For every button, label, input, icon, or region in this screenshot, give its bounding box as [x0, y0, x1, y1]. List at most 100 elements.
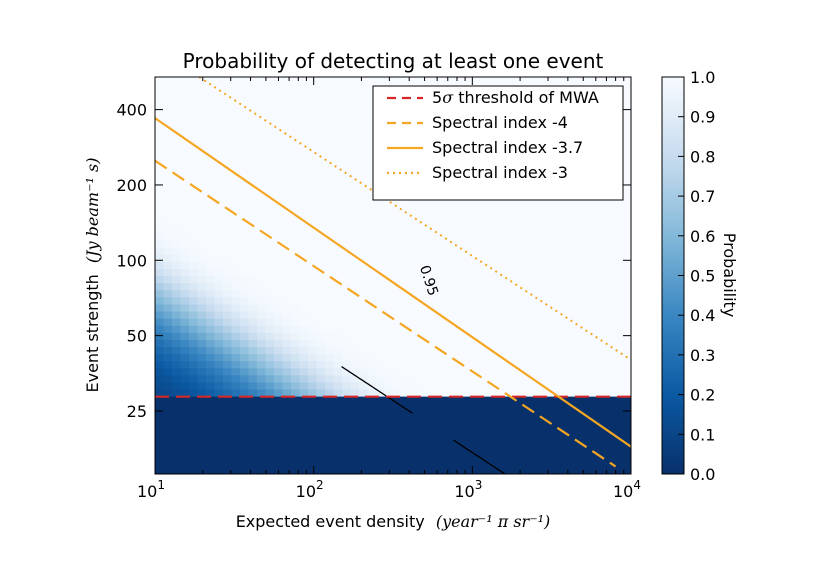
heatmap-cell — [257, 459, 267, 468]
heatmap-cell — [231, 417, 241, 425]
heatmap-cell — [393, 346, 403, 355]
heatmap-cell — [333, 98, 343, 106]
heatmap-cell — [274, 254, 284, 262]
heatmap-cell — [299, 360, 309, 369]
heatmap-cell — [435, 254, 445, 262]
heatmap-cell — [393, 289, 403, 298]
heatmap-cell — [333, 197, 343, 206]
heatmap-cell — [308, 140, 318, 149]
heatmap-cell — [376, 374, 386, 383]
heatmap-cell — [350, 268, 360, 277]
heatmap-cell — [282, 197, 292, 206]
heatmap-cell — [180, 211, 190, 220]
heatmap-cell — [537, 438, 547, 447]
heatmap-cell — [367, 204, 377, 213]
heatmap-cell — [257, 183, 267, 192]
heatmap-cell — [342, 140, 352, 149]
heatmap-cell — [563, 367, 573, 376]
heatmap-cell — [189, 147, 199, 156]
heatmap-cell — [520, 77, 530, 85]
heatmap-cell — [299, 381, 309, 390]
heatmap-cell — [248, 410, 258, 418]
heatmap-cell — [444, 197, 454, 206]
heatmap-cell — [410, 410, 420, 418]
heatmap-cell — [248, 388, 258, 397]
heatmap-cell — [520, 431, 530, 440]
heatmap-cell — [384, 367, 394, 376]
heatmap-cell — [622, 133, 631, 142]
heatmap-cell — [214, 424, 224, 433]
heatmap-cell — [342, 381, 352, 390]
heatmap-cell — [605, 303, 615, 312]
heatmap-cell — [350, 84, 360, 92]
heatmap-cell — [622, 296, 631, 305]
heatmap-cell — [614, 445, 624, 454]
heatmap-cell — [401, 296, 411, 305]
heatmap-cell — [299, 98, 309, 106]
heatmap-cell — [367, 424, 377, 433]
heatmap-cell — [359, 388, 369, 397]
heatmap-cell — [180, 112, 190, 121]
heatmap-cell — [350, 431, 360, 440]
heatmap-cell — [180, 424, 190, 433]
heatmap-cell — [308, 431, 318, 440]
heatmap-cell — [622, 176, 631, 184]
heatmap-cell — [418, 225, 428, 234]
heatmap-cell — [265, 84, 275, 92]
heatmap-cell — [512, 424, 522, 433]
heatmap-cell — [282, 211, 292, 220]
heatmap-cell — [163, 268, 173, 277]
heatmap-cell — [308, 176, 318, 184]
heatmap-cell — [333, 332, 343, 340]
heatmap-cell — [291, 176, 301, 184]
heatmap-cell — [197, 275, 207, 284]
heatmap-cell — [274, 296, 284, 305]
heatmap-cell — [435, 240, 445, 248]
heatmap-cell — [180, 396, 190, 404]
heatmap-cell — [359, 325, 369, 333]
heatmap-cell — [376, 381, 386, 390]
colorbar-tick-label: 0.1 — [690, 425, 715, 444]
heatmap-cell — [257, 169, 267, 177]
heatmap-cell — [444, 211, 454, 220]
heatmap-cell — [418, 303, 428, 312]
heatmap-cell — [299, 254, 309, 262]
heatmap-cell — [367, 396, 377, 404]
heatmap-cell — [231, 431, 241, 440]
heatmap-cell — [478, 318, 488, 326]
heatmap-cell — [299, 346, 309, 355]
heatmap-cell — [299, 133, 309, 142]
colorbar-tick-label: 0.4 — [690, 306, 715, 325]
heatmap-cell — [163, 147, 173, 156]
heatmap-cell — [435, 396, 445, 404]
heatmap-cell — [274, 410, 284, 418]
heatmap-cell — [435, 424, 445, 433]
heatmap-cell — [393, 240, 403, 248]
heatmap-cell — [571, 410, 581, 418]
heatmap-cell — [172, 466, 182, 474]
heatmap-cell — [282, 396, 292, 404]
heatmap-cell — [180, 310, 190, 319]
heatmap-cell — [529, 204, 539, 213]
heatmap-cell — [605, 261, 615, 270]
heatmap-cell — [197, 374, 207, 383]
heatmap-cell — [308, 126, 318, 135]
heatmap-cell — [282, 268, 292, 277]
heatmap-cell — [172, 261, 182, 270]
heatmap-cell — [342, 282, 352, 291]
heatmap-cell — [163, 112, 173, 121]
heatmap-cell — [197, 388, 207, 397]
heatmap-cell — [359, 445, 369, 454]
heatmap-cell — [376, 466, 386, 474]
heatmap-cell — [427, 261, 437, 270]
heatmap-cell — [614, 254, 624, 262]
heatmap-cell — [257, 303, 267, 312]
heatmap-cell — [588, 367, 598, 376]
heatmap-cell — [452, 232, 462, 241]
heatmap-cell — [546, 367, 556, 376]
heatmap-cell — [401, 282, 411, 291]
heatmap-cell — [223, 275, 233, 284]
heatmap-cell — [223, 289, 233, 298]
heatmap-cell — [427, 325, 437, 333]
heatmap-cell — [240, 183, 250, 192]
